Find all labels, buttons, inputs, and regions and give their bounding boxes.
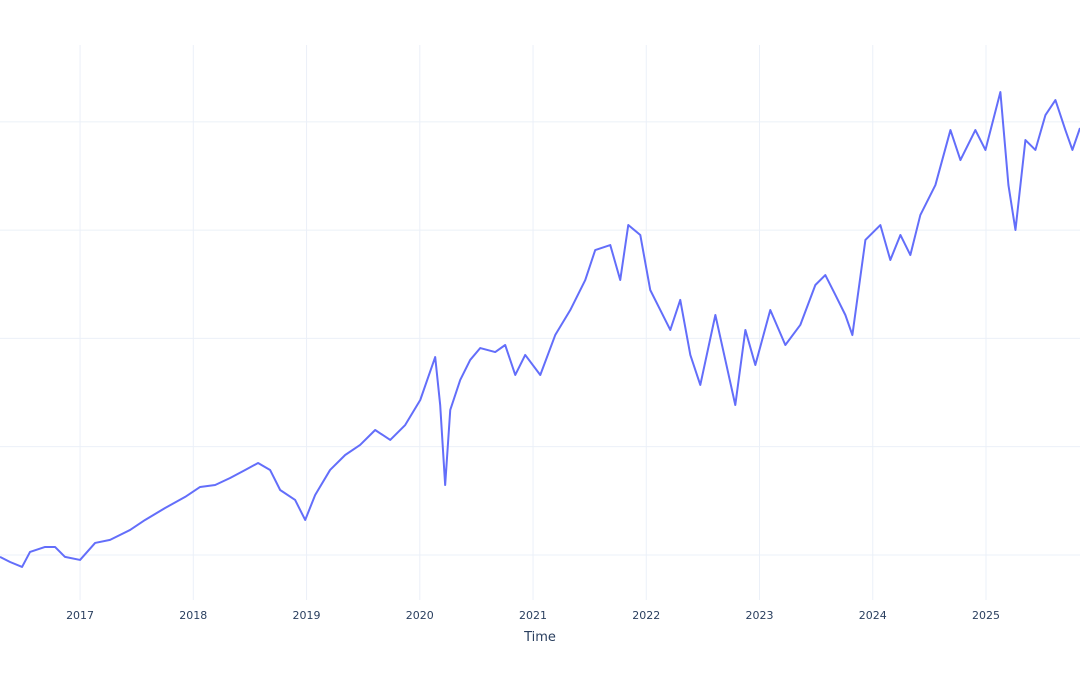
x-tick-label: 2018 (179, 609, 207, 622)
x-tick-label: 2019 (293, 609, 321, 622)
x-tick-label: 2020 (406, 609, 434, 622)
x-tick-label: 2021 (519, 609, 547, 622)
x-tick-label: 2025 (972, 609, 1000, 622)
x-tick-label: 2024 (859, 609, 887, 622)
x-tick-label: 2022 (632, 609, 660, 622)
x-tick-label: 2023 (746, 609, 774, 622)
x-tick-label: 2017 (66, 609, 94, 622)
x-axis-title: Time (523, 630, 556, 645)
line (0, 91, 1080, 568)
